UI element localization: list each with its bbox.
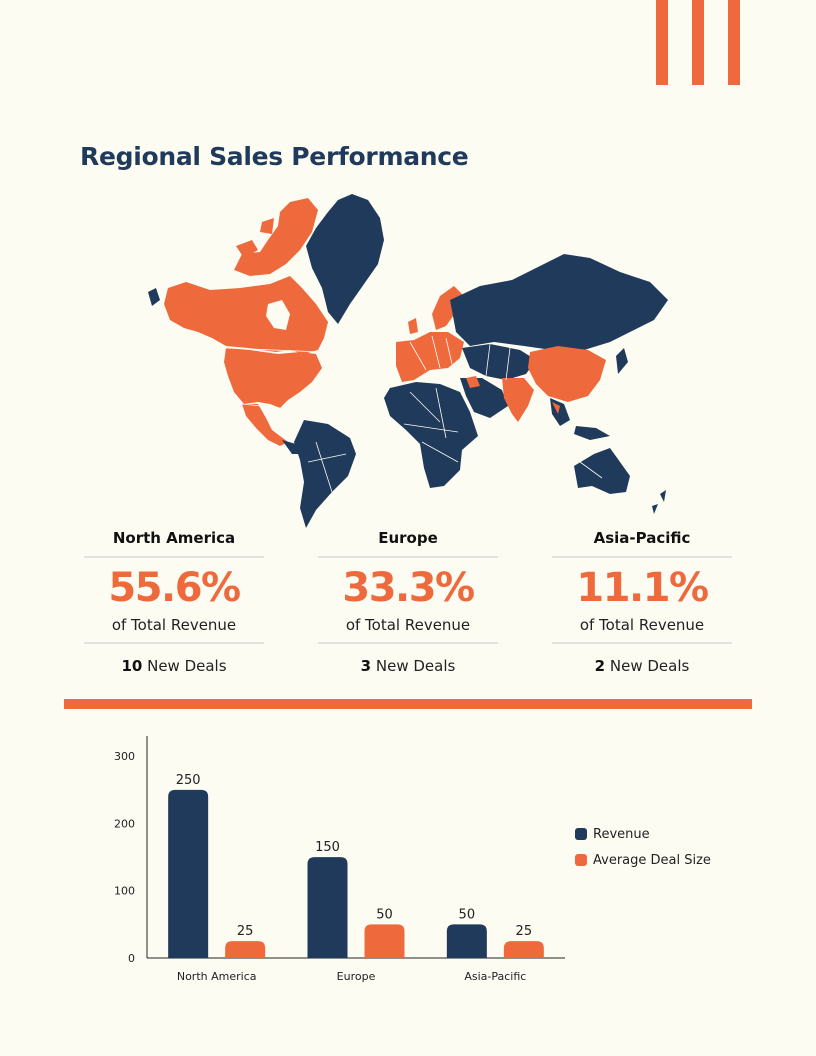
data-label: 50 [376,907,393,922]
stat-percent: 11.1% [576,565,709,611]
bar [225,941,266,958]
map-australia [574,448,630,494]
bar [503,941,544,958]
bar [446,924,487,958]
stat-divider [552,556,732,558]
map-borders [225,335,603,493]
data-label: 150 [315,840,340,855]
stat-subtitle: of Total Revenue [111,616,237,634]
stat-subtitle: of Total Revenue [345,616,471,634]
map-arctic-islands [234,198,318,276]
map-usa [224,348,322,408]
x-tick-label: Asia-Pacific [464,970,526,983]
stat-subtitle: of Total Revenue [579,616,705,634]
map-middle-east [460,378,508,418]
map-uk [408,318,418,334]
stat-asia-pacific: Asia-Pacific 11.1% of Total Revenue 2 Ne… [552,520,732,688]
map-arctic-islands [236,218,274,258]
stat-deals-count: 10 [121,657,143,675]
map-mexico [242,404,288,446]
map-russia [450,254,668,350]
section-divider [64,699,752,709]
bar [168,789,209,958]
page-title: Regional Sales Performance [80,142,469,171]
data-label: 250 [176,773,201,788]
map-alaska [148,288,160,306]
decorative-stripe [728,0,740,85]
legend-swatch [575,854,587,866]
x-tick-label: North America [177,970,257,983]
y-tick-label: 100 [114,885,135,898]
bar [307,857,348,958]
stat-deals-label: New Deals [147,657,227,675]
stat-divider [318,642,498,644]
stat-deals-label: New Deals [609,657,690,675]
decorative-stripe [692,0,704,85]
stat-divider [552,642,732,644]
y-tick-label: 0 [128,952,135,965]
bar [364,924,405,958]
bar-chart: 0 100 200 300 North America 250 25 Europe 150 50 A… [114,736,711,983]
map-southeast-asia-highlight [552,402,560,414]
map-europe [396,332,464,382]
y-tick-label: 200 [114,817,135,830]
map-japan [616,348,628,374]
map-southeast-asia [550,398,610,440]
map-new-zealand [652,490,666,514]
stat-north-america: North America 55.6% of Total Revenue 10 … [84,520,264,688]
map-greenland [306,194,384,324]
legend-label: Average Deal Size [593,853,711,868]
y-tick-label: 300 [114,750,135,763]
stat-divider [84,642,264,644]
stat-deals-label: New Deals [375,657,456,675]
data-label: 50 [459,907,476,922]
world-map [148,194,668,528]
stat-deals: 10 New Deals [84,644,264,688]
data-label: 25 [516,924,533,939]
map-india [502,378,534,422]
legend-label: Revenue [593,827,650,842]
stat-region-name: Europe [378,529,438,547]
map-south-america [294,420,356,528]
stat-region-name: North America [112,529,236,547]
stat-percent: 55.6% [108,565,241,611]
data-label: 25 [237,924,254,939]
stat-divider [84,556,264,558]
x-tick-label: Europe [337,970,376,983]
stat-deals-count: 3 [360,657,372,675]
stat-deals: 2 New Deals [552,644,732,688]
stat-divider [318,556,498,558]
stat-deals: 3 New Deals [318,644,498,688]
map-scandinavia [432,286,462,330]
stat-europe: Europe 33.3% of Total Revenue 3 New Deal… [318,520,498,688]
map-canada [164,276,328,354]
stat-deals-count: 2 [594,657,606,675]
stat-percent: 33.3% [342,565,475,611]
map-china [528,346,606,402]
map-central-america [282,426,322,454]
decorative-stripe [656,0,668,85]
map-middle-east-highlight [466,376,480,388]
stat-region-name: Asia-Pacific [593,529,691,547]
legend-swatch [575,828,587,840]
map-central-asia [462,344,536,380]
map-hudson-bay [266,300,290,330]
map-africa [384,382,478,488]
